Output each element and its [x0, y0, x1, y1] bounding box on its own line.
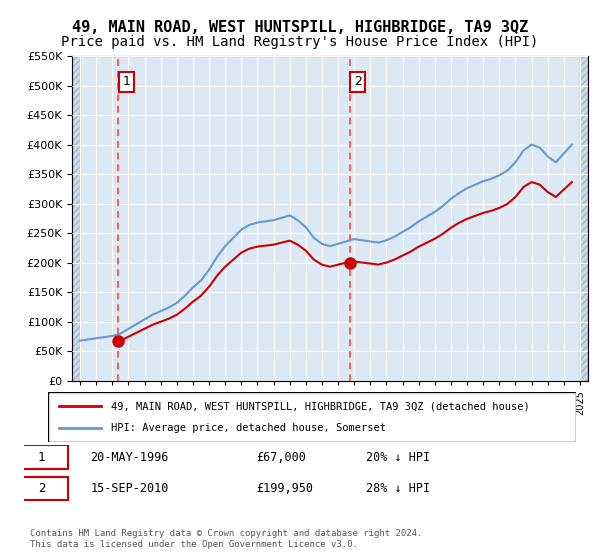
Text: 2: 2	[353, 76, 362, 88]
FancyBboxPatch shape	[16, 477, 68, 500]
Text: 49, MAIN ROAD, WEST HUNTSPILL, HIGHBRIDGE, TA9 3QZ: 49, MAIN ROAD, WEST HUNTSPILL, HIGHBRIDG…	[72, 20, 528, 35]
Text: 1: 1	[122, 76, 130, 88]
FancyBboxPatch shape	[16, 445, 68, 469]
Text: 20% ↓ HPI: 20% ↓ HPI	[366, 451, 430, 464]
Text: 28% ↓ HPI: 28% ↓ HPI	[366, 482, 430, 496]
FancyBboxPatch shape	[48, 392, 576, 442]
Text: 2: 2	[38, 482, 46, 496]
Text: 15-SEP-2010: 15-SEP-2010	[90, 482, 169, 496]
Text: 20-MAY-1996: 20-MAY-1996	[90, 451, 169, 464]
Text: Contains HM Land Registry data © Crown copyright and database right 2024.
This d: Contains HM Land Registry data © Crown c…	[30, 529, 422, 549]
Text: £199,950: £199,950	[256, 482, 313, 496]
Text: Price paid vs. HM Land Registry's House Price Index (HPI): Price paid vs. HM Land Registry's House …	[61, 35, 539, 49]
Text: 1: 1	[38, 451, 46, 464]
Text: HPI: Average price, detached house, Somerset: HPI: Average price, detached house, Some…	[112, 423, 386, 433]
Text: 49, MAIN ROAD, WEST HUNTSPILL, HIGHBRIDGE, TA9 3QZ (detached house): 49, MAIN ROAD, WEST HUNTSPILL, HIGHBRIDG…	[112, 401, 530, 411]
Text: £67,000: £67,000	[256, 451, 306, 464]
